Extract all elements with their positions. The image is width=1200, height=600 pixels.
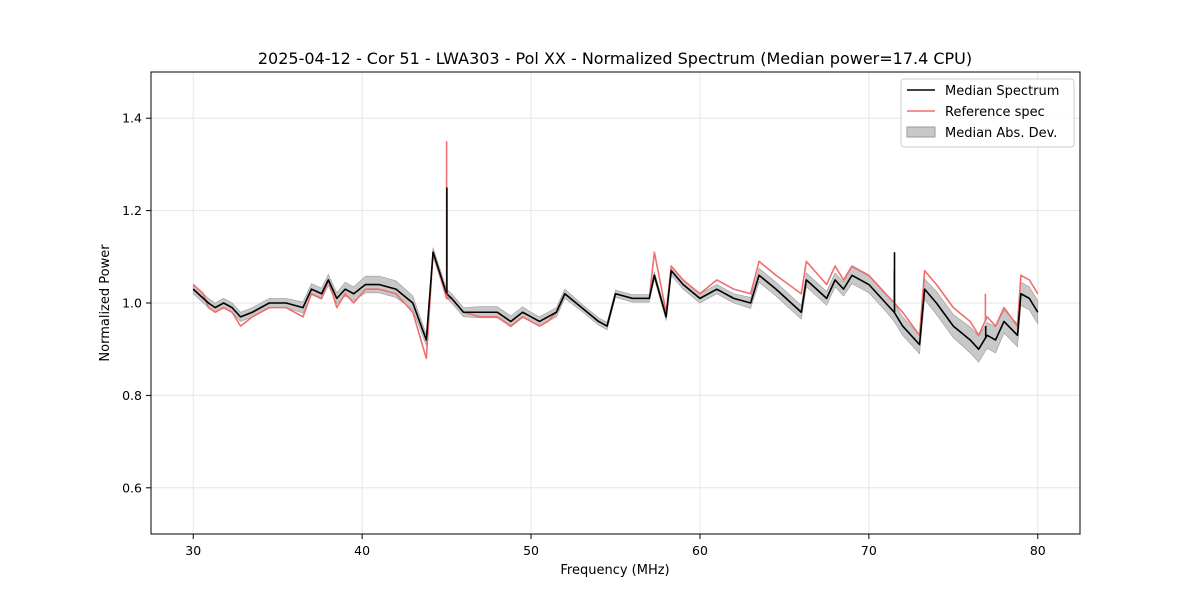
legend: Median Spectrum Reference spec Median Ab… [900, 78, 1075, 148]
y-tick-label: 1.2 [122, 203, 142, 218]
series-lines [192, 141, 1039, 360]
x-tick-label: 80 [1030, 543, 1046, 558]
x-tick-label: 30 [185, 543, 201, 558]
legend-mad-label: Median Abs. Dev. [945, 126, 1057, 141]
x-axis-label: Frequency (MHz) [560, 563, 669, 578]
chart-title: 2025-04-12 - Cor 51 - LWA303 - Pol XX - … [258, 49, 972, 68]
x-tick-label: 60 [692, 543, 708, 558]
y-axis-ticks: 0.6 0.8 1.0 1.2 1.4 [122, 111, 151, 495]
y-tick-label: 1.4 [122, 111, 142, 126]
y-tick-label: 1.0 [122, 296, 142, 311]
x-axis-ticks: 30 40 50 60 70 80 [185, 534, 1046, 558]
legend-box [900, 78, 1075, 148]
x-tick-label: 40 [354, 543, 370, 558]
legend-median-label: Median Spectrum [945, 84, 1059, 99]
median-spectrum-line [192, 251, 1039, 351]
y-tick-label: 0.6 [122, 480, 142, 495]
legend-mad-swatch [906, 126, 936, 138]
legend-reference-label: Reference spec [945, 105, 1045, 120]
x-tick-label: 70 [861, 543, 877, 558]
x-tick-label: 50 [523, 543, 539, 558]
y-axis-label: Normalized Power [98, 244, 113, 362]
y-tick-label: 0.8 [122, 388, 142, 403]
